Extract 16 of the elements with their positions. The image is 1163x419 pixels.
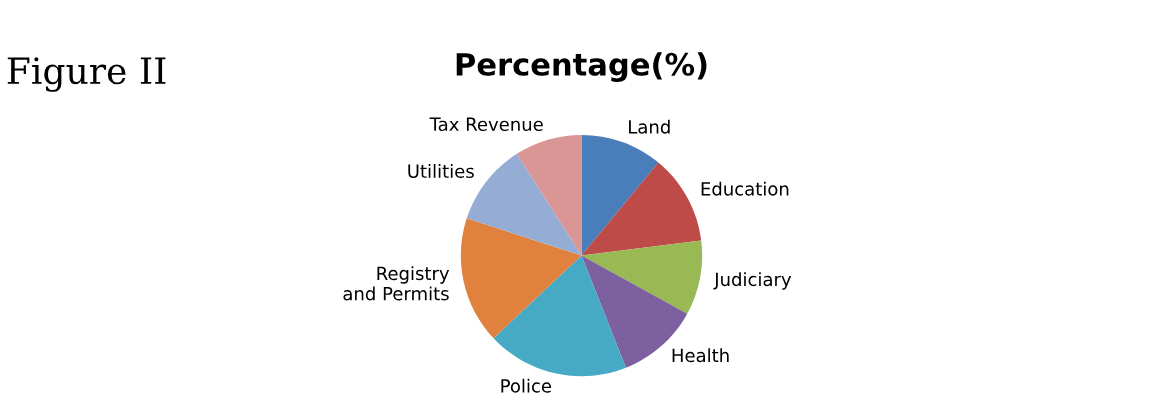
pie-slice — [493, 255, 626, 377]
pie-slice — [516, 134, 582, 256]
pie-slice — [581, 134, 659, 256]
slice-label: Education — [701, 181, 789, 196]
slice-label: Health — [672, 348, 729, 363]
slice-label: Tax Revenue — [429, 117, 543, 132]
slice-label: Judiciary — [713, 272, 792, 290]
pie-slice — [581, 162, 702, 256]
slice-label: Utilities — [408, 164, 474, 178]
text: Figure II — [7, 57, 166, 92]
slice-label: Land — [629, 119, 670, 134]
pie-slice — [581, 240, 703, 314]
chart-title: Percentage(%) — [456, 52, 707, 83]
pie-slice — [460, 218, 582, 339]
slice-label: Police — [501, 378, 552, 393]
slice-label: Registry and Permits — [343, 266, 450, 301]
